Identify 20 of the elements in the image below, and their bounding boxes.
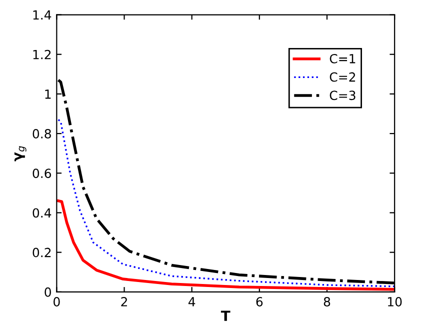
y-tick-label: 0.8 — [32, 129, 51, 138]
legend-label: C=3 — [330, 90, 356, 100]
x-axis-title: T — [220, 310, 230, 321]
y-tick-label: 0 — [44, 287, 51, 297]
y-axis-title: γ$_{g}$ — [14, 146, 26, 162]
x-tick-label: 8 — [324, 297, 330, 306]
y-tick-label: 0.6 — [32, 168, 52, 178]
line-series — [58, 118, 395, 288]
y-tick-label: 0.2 — [32, 248, 51, 258]
y-tick-label: 1.2 — [33, 50, 51, 60]
x-tick-label: 10 — [388, 297, 402, 306]
y-tick-label: 1.4 — [33, 10, 52, 20]
y-tick-label: 0.4 — [32, 208, 52, 218]
legend-label: C=1 — [330, 54, 356, 64]
legend-label: C=2 — [330, 72, 356, 82]
x-tick-label: 0 — [54, 297, 60, 306]
x-tick-label: 2 — [121, 297, 127, 306]
x-tick-label: 6 — [256, 297, 263, 306]
x-tick-label: 4 — [188, 297, 196, 306]
y-tick-label: 1 — [45, 90, 51, 99]
